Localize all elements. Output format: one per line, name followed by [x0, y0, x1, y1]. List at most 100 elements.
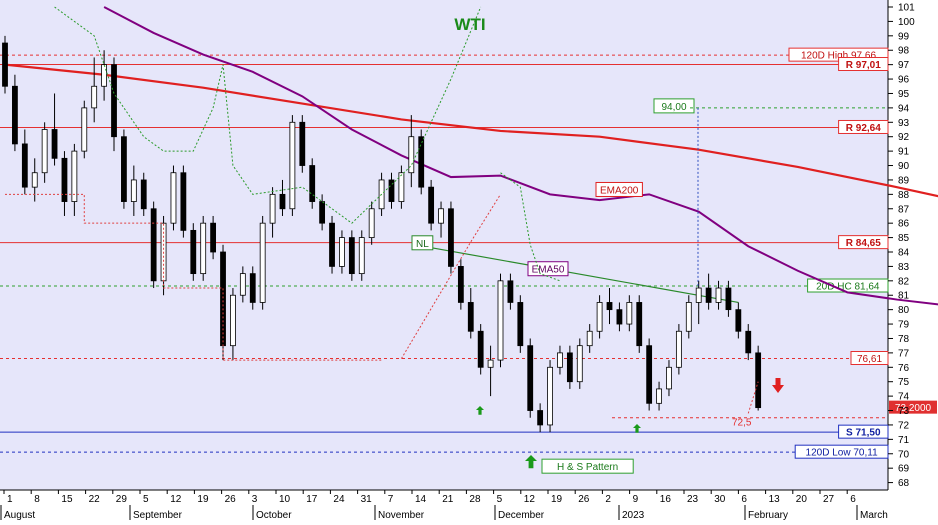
y-tick-label: 98	[898, 46, 910, 57]
candle	[438, 201, 444, 238]
candle	[200, 215, 207, 281]
candle	[735, 302, 742, 339]
y-tick-label: 68	[898, 478, 910, 489]
candle-body	[675, 330, 682, 368]
candle-body	[41, 129, 48, 174]
y-tick-label: 94	[898, 103, 910, 114]
candle	[745, 324, 752, 361]
candle	[448, 201, 454, 274]
candle	[279, 179, 286, 216]
series-line-ema200	[4, 63, 938, 198]
head-arrow	[525, 455, 537, 469]
level-label: R 97,01	[846, 60, 881, 71]
candle-body	[339, 237, 345, 267]
y-tick-label: 71	[898, 435, 910, 446]
candle	[596, 295, 603, 339]
candle-body	[636, 302, 643, 347]
candle	[388, 172, 395, 209]
y-tick-label: 80	[898, 305, 910, 316]
levels-layer: 120D High 97,66R 97,01 R 92,64 R 84,65 20D …	[0, 47, 889, 459]
y-tick-label: 99	[898, 31, 910, 42]
y-tick-label: 69	[898, 464, 910, 475]
x-tick-label: 23	[687, 494, 699, 505]
y-tick-label: 90	[898, 161, 910, 172]
candle-body	[180, 172, 187, 231]
y-tick-label: 93	[898, 118, 910, 129]
candle-body	[755, 352, 762, 409]
candle-body	[497, 280, 504, 361]
candle	[755, 345, 762, 411]
y-tick-label: 70	[898, 449, 910, 460]
y-tick-label: 74	[898, 392, 910, 403]
candle-body	[547, 366, 553, 426]
y-tick-label: 89	[898, 175, 910, 186]
x-tick-label: 30	[714, 494, 726, 505]
candle	[616, 302, 623, 332]
candle-body	[329, 222, 335, 267]
trailing-stop-line	[747, 381, 759, 414]
candle-body	[2, 42, 8, 87]
x-tick-label: 26	[225, 494, 237, 505]
candle	[329, 215, 335, 274]
candle-body	[666, 366, 672, 390]
candle	[557, 345, 563, 375]
shoulder-arrow-left	[476, 406, 484, 415]
trailing-stop-line	[5, 193, 382, 361]
candle-body	[576, 345, 583, 383]
candle	[210, 215, 217, 260]
candle-body	[715, 287, 722, 303]
candle-body	[586, 330, 593, 347]
level-label: R 84,65	[846, 238, 881, 249]
candle	[130, 165, 137, 216]
candle	[626, 295, 633, 332]
candle-body	[477, 330, 484, 368]
candle	[428, 179, 435, 231]
trailing-stop-line-green	[54, 6, 482, 224]
candle-body	[408, 136, 415, 174]
candle	[576, 338, 583, 389]
candle-body	[170, 172, 177, 224]
x-month-label: October	[256, 510, 292, 521]
x-tick-label: 24	[333, 494, 345, 505]
candle	[695, 280, 702, 325]
candle-body	[457, 266, 464, 303]
candle	[566, 345, 573, 389]
y-axis-ticks: 68 69 70 71 72 73 74 75 76 77 78 79 80 81 82 83 84 85 86 87…	[888, 3, 915, 489]
annotations-layer: EMA200 EMA50 NL 94,00 H & S Pattern 72,5 73.20…	[5, 6, 937, 474]
candle-body	[190, 229, 197, 275]
candle	[81, 100, 88, 159]
candle	[656, 381, 662, 411]
candle	[41, 122, 48, 183]
candle-body	[348, 237, 355, 275]
y-tick-label: 86	[898, 219, 910, 230]
series-line-ema50	[103, 6, 938, 306]
candle-body	[606, 302, 613, 311]
target-label-box	[653, 98, 695, 114]
x-tick-label: 31	[361, 494, 373, 505]
trailing-stop-line	[400, 194, 501, 359]
candle-body	[210, 222, 217, 253]
x-tick-label: 9	[633, 494, 639, 505]
candle	[517, 295, 524, 353]
x-month-label: September	[133, 510, 183, 521]
candle-body	[269, 193, 276, 224]
candle-body	[388, 179, 395, 202]
y-tick-label: 75	[898, 377, 910, 388]
candle	[2, 35, 8, 94]
candle-body	[656, 388, 662, 404]
candle-body	[319, 201, 326, 224]
candle	[190, 223, 197, 281]
candle	[636, 295, 643, 353]
level-label: S 71,50	[846, 428, 881, 439]
plot-background	[0, 0, 888, 490]
candle	[477, 324, 484, 375]
candle	[457, 259, 464, 310]
candle-body	[111, 64, 117, 138]
candle-body	[289, 121, 296, 210]
y-tick-label: 76	[898, 363, 910, 374]
y-tick-label: 84	[898, 248, 910, 259]
y-tick-label: 73	[898, 406, 910, 417]
y-tick-label: 100	[898, 17, 915, 28]
candle	[91, 57, 98, 123]
